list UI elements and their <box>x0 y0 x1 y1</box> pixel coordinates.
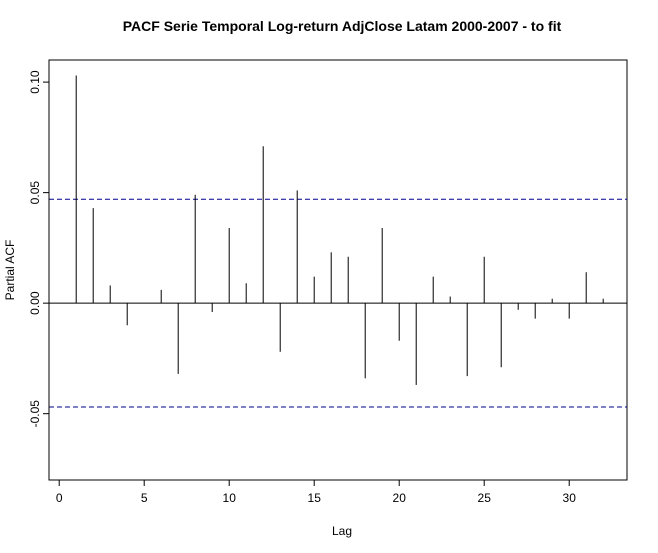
y-axis-label: Partial ACF <box>3 240 17 301</box>
chart-title: PACF Serie Temporal Log-return AdjClose … <box>123 18 562 34</box>
x-tick-label: 20 <box>393 491 407 505</box>
confidence-bounds <box>49 198 627 408</box>
y-tick-label: -0.05 <box>28 400 42 428</box>
x-axis-label: Lag <box>332 524 352 538</box>
x-tick-label: 25 <box>478 491 492 505</box>
pacf-bars <box>75 75 604 385</box>
y-tick-label: 0.10 <box>28 70 42 94</box>
y-tick-label: 0.05 <box>28 181 42 205</box>
x-axis: 0 5 10 15 20 25 30 <box>56 479 577 505</box>
y-tick-label: 0.00 <box>28 291 42 315</box>
x-tick-label: 10 <box>223 491 237 505</box>
x-tick-label: 0 <box>56 491 63 505</box>
x-tick-label: 5 <box>141 491 148 505</box>
plot-frame <box>48 59 628 481</box>
x-tick-label: 15 <box>308 491 322 505</box>
x-tick-label: 30 <box>563 491 577 505</box>
y-axis: -0.05 0.00 0.05 0.10 <box>28 70 50 428</box>
